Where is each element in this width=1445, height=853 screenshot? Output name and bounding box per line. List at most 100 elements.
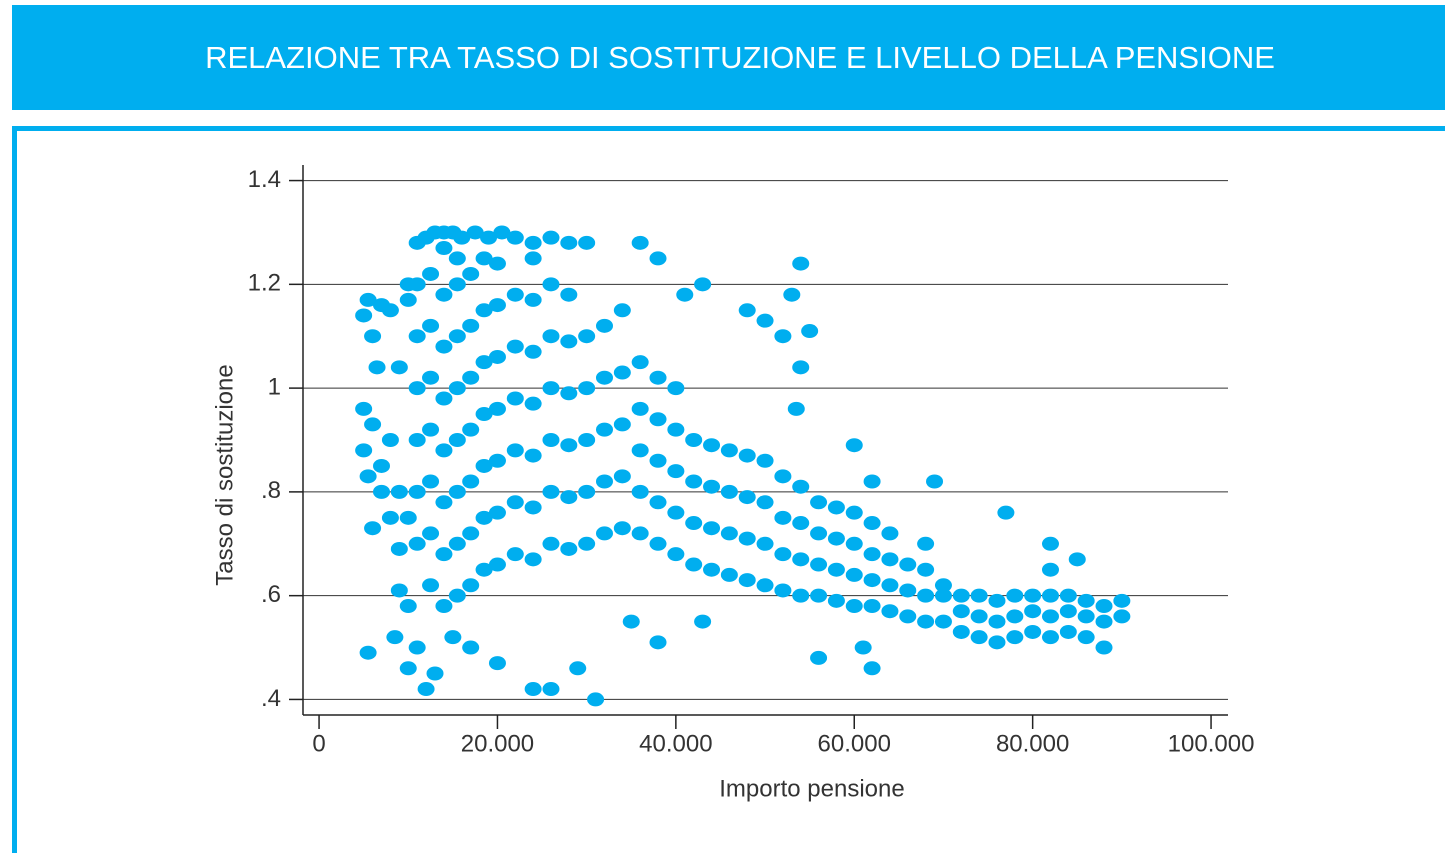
point [542,433,560,447]
point [631,443,649,458]
point [720,526,738,541]
point [422,266,440,281]
point [694,614,712,629]
point [845,505,863,520]
point [1077,609,1095,624]
point [524,682,542,697]
point [462,526,480,541]
point [372,484,390,499]
x-axis-label: Importo pensione [719,775,904,802]
point [390,583,408,598]
point [390,541,408,556]
point [720,567,738,582]
point [542,536,560,551]
point [364,329,382,344]
point [649,412,667,427]
point [988,614,1006,629]
point [685,516,703,531]
point [667,422,685,437]
point [1113,609,1131,624]
point [524,235,542,250]
point [667,381,685,396]
point [801,324,819,339]
point [462,640,480,655]
point [703,438,721,453]
point [863,547,881,562]
point [488,557,506,572]
point [422,318,440,333]
point [506,495,524,510]
point [703,479,721,494]
point [560,386,578,401]
point [355,308,373,323]
point [524,500,542,515]
point [560,438,578,453]
point [810,495,828,510]
point [667,505,685,520]
point [359,469,377,484]
point [988,593,1006,608]
point [881,604,899,619]
point [381,510,399,525]
point [462,318,480,333]
point [435,547,453,562]
point [408,329,426,344]
point [774,329,792,344]
point [475,407,493,422]
point [997,505,1015,520]
point [970,609,988,624]
point [560,235,578,250]
point [578,329,596,344]
point [667,547,685,562]
point [631,401,649,416]
point [934,588,952,603]
point [792,256,810,271]
point [667,464,685,479]
point [475,510,493,525]
point [408,381,426,396]
point [613,365,631,380]
point [475,251,493,266]
point [1041,630,1059,645]
point [422,370,440,385]
point [524,251,542,266]
point [506,339,524,354]
point [578,433,596,447]
point [613,469,631,484]
point [926,474,944,489]
point [881,526,899,541]
point [756,578,774,593]
point [466,225,484,240]
point [613,521,631,536]
point [399,292,417,307]
point [488,298,506,313]
point [408,433,426,447]
point [649,370,667,385]
point [475,303,493,318]
point [899,609,917,624]
point [1059,604,1077,619]
point [444,630,462,645]
point [622,614,640,629]
point [355,401,373,416]
y-axis-label: Tasso di sostituzione [211,364,238,585]
y-tick-label: 1 [268,373,281,400]
point [649,495,667,510]
point [881,578,899,593]
point [899,557,917,572]
point [970,630,988,645]
y-tick-label: 1.2 [248,270,281,297]
point [988,635,1006,650]
point [448,536,466,551]
x-tick-label: 20.000 [461,730,534,757]
point [381,303,399,318]
point [1113,593,1131,608]
point [359,645,377,660]
point [488,349,506,364]
frame-left [12,126,17,853]
point [462,578,480,593]
point [426,666,444,681]
point [475,355,493,370]
point [475,562,493,577]
point [448,329,466,344]
